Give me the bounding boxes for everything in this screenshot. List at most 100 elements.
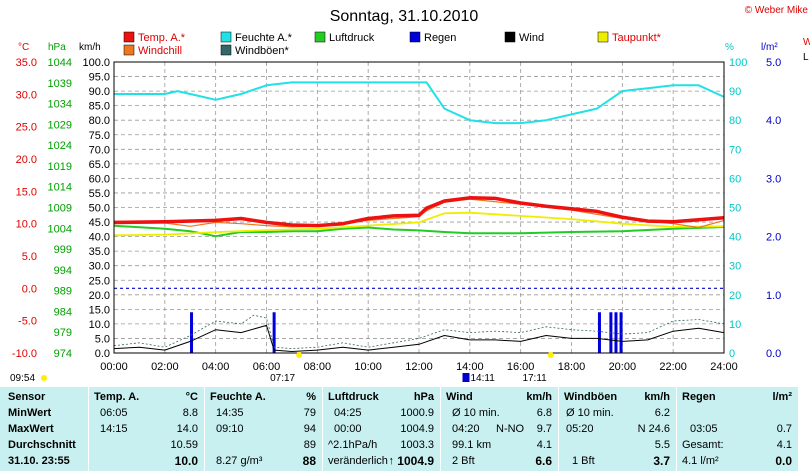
rain-bar <box>619 312 623 353</box>
series-group <box>113 81 725 353</box>
rain-bar <box>272 312 276 353</box>
gusts-avg10: 6.2 <box>654 407 670 419</box>
humidity-tick-label: 80 <box>729 115 741 127</box>
temp-tick-label: 20.0 <box>16 154 37 166</box>
humidity-min: 79 <box>303 407 316 419</box>
humidity-tick-label: 0 <box>729 348 735 360</box>
temp-tick-label: -5.0 <box>18 316 37 328</box>
row-label-max: MaxWert <box>8 423 54 435</box>
stats-table: Sensor MinWert MaxWert Durchschnitt 31.1… <box>0 387 798 471</box>
pressure-trend: veränderlich <box>328 455 388 467</box>
gusts-max: N 24.6 <box>637 423 670 435</box>
wind-unit: km/h <box>526 391 552 403</box>
axis-ticks: 35.0 30.0 25.0 20.0 15.0 10.0 5.0 0.0 -5.0 -10.0 1… <box>12 57 781 373</box>
time-tick-label: 24:00 <box>710 361 738 373</box>
speed-tick-label: 30.0 <box>89 261 110 273</box>
speed-tick-label: 95.0 <box>89 72 110 84</box>
humidity-avg: 89 <box>303 439 316 451</box>
pressure-tick-label: 994 <box>54 265 72 277</box>
stats-col-temp: Temp. A. °C 06:05 8.8 14:15 14.0 10.59 10.0 <box>88 387 205 471</box>
time-tick-label: 14:00 <box>456 361 484 373</box>
pressure-tick-label: 1019 <box>48 161 72 173</box>
pressure-header: Luftdruck <box>328 391 379 403</box>
speed-tick-label: 40.0 <box>89 232 110 244</box>
gusts-avg: 5.5 <box>654 439 670 451</box>
humidity-axis-label: % <box>725 42 734 53</box>
time-tick-label: 18:00 <box>558 361 586 373</box>
pressure-tick-label: 979 <box>54 327 72 339</box>
speed-tick-label: 70.0 <box>89 144 110 156</box>
legend-swatch <box>220 44 232 56</box>
legend-swatch <box>409 31 421 43</box>
rain-tick-label: 3.0 <box>766 173 781 185</box>
time-tick-label: 12:00 <box>405 361 433 373</box>
pressure-tick-label: 1014 <box>48 182 72 194</box>
rain-tick-label: 2.0 <box>766 232 781 244</box>
pressure-tick-label: 1004 <box>48 223 72 235</box>
series-line-taupunkt <box>113 211 725 237</box>
pressure-tick-label: 999 <box>54 244 72 256</box>
series-line-wind <box>113 324 725 352</box>
temp-current: 10.0 <box>174 454 198 468</box>
humidity-unit: % <box>306 391 316 403</box>
rain-max-time: 03:05 <box>690 423 718 435</box>
legend-label: Windchill <box>138 45 182 57</box>
time-tick-label: 00:00 <box>100 361 128 373</box>
plot-frame <box>113 61 725 354</box>
wind-max: 9.7 <box>536 423 552 435</box>
series-line-windböen <box>113 314 725 349</box>
row-label-sensor: Sensor <box>8 391 46 403</box>
legend-label: Windböen* <box>235 45 290 57</box>
legend-swatch <box>220 31 232 43</box>
pressure-tendency: ^2.1hPa/h <box>328 439 378 451</box>
moonset-time: 14:11 <box>470 373 495 384</box>
rain-max: 0.7 <box>776 423 792 435</box>
gusts-max-time: 05:20 <box>566 423 594 435</box>
humidity-absolute: 8.27 g/m³ <box>216 455 263 467</box>
temp-tick-label: -10.0 <box>12 348 37 360</box>
temp-max: 14.0 <box>176 423 198 435</box>
pressure-tick-label: 1009 <box>48 203 72 215</box>
time-tick-label: 16:00 <box>507 361 535 373</box>
copyright-label: © Weber Mike <box>745 5 809 16</box>
sunrise-time: 07:17 <box>270 373 295 384</box>
pressure-axis-label: hPa <box>48 42 66 53</box>
temp-avg: 10.59 <box>170 439 198 451</box>
speed-tick-label: 35.0 <box>89 246 110 258</box>
rain-unit: l/m² <box>772 391 792 403</box>
chart-title: Sonntag, 31.10.2010 <box>330 8 479 25</box>
temp-max-time: 14:15 <box>100 423 128 435</box>
rain-total: 4.1 <box>776 439 792 451</box>
speed-tick-label: 100.0 <box>82 57 110 69</box>
rain-total-label: Gesamt: <box>682 439 724 451</box>
wind-max-direction: N-NO <box>496 423 525 435</box>
gusts-current: 3.7 <box>653 454 670 468</box>
temp-tick-label: 35.0 <box>16 57 37 69</box>
sunset-icon <box>547 352 554 358</box>
moonrise-icon <box>41 375 47 381</box>
legend-label: Regen <box>424 32 456 44</box>
time-tick-label: 22:00 <box>659 361 687 373</box>
gusts-avg10-label: Ø 10 min. <box>566 407 614 419</box>
speed-tick-label: 60.0 <box>89 173 110 185</box>
stats-col-gusts: Windböen km/h Ø 10 min. 6.2 05:20 N 24.6 5.… <box>558 387 677 471</box>
time-markers: 07:17 17:11 09:54 14:11 <box>10 352 554 384</box>
rain-axis-label: l/m² <box>761 42 778 53</box>
legend-label: Taupunkt* <box>612 32 662 44</box>
rain-tick-label: 1.0 <box>766 290 781 302</box>
speed-tick-label: 15.0 <box>89 304 110 316</box>
moonrise-time: 09:54 <box>10 373 35 384</box>
pressure-max: 1004.9 <box>400 423 434 435</box>
pressure-min: 1000.9 <box>400 407 434 419</box>
pressure-tick-label: 1029 <box>48 119 72 131</box>
gridlines <box>114 62 724 353</box>
moonset-icon <box>462 373 470 382</box>
speed-tick-label: 20.0 <box>89 290 110 302</box>
rain-header: Regen <box>682 391 716 403</box>
humidity-tick-label: 30 <box>729 261 741 273</box>
pressure-tick-label: 974 <box>54 348 72 360</box>
pressure-avg: 1003.3 <box>400 439 434 451</box>
pressure-tick-label: 1034 <box>48 99 72 111</box>
wind-avg: 4.1 <box>536 439 552 451</box>
humidity-tick-label: 20 <box>729 290 741 302</box>
